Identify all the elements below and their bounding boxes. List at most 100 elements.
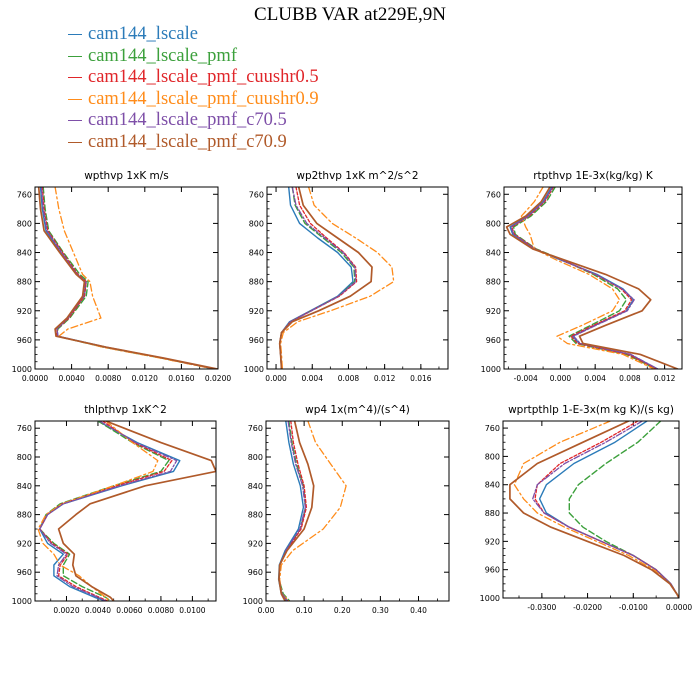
y-tick-label: 800 (249, 219, 264, 228)
y-tick-label: 880 (486, 278, 501, 287)
series-line (39, 421, 178, 601)
legend-swatch (68, 141, 82, 143)
y-tick-label: 840 (248, 482, 263, 491)
x-tick-label: 0.000 (265, 374, 287, 383)
series-line (41, 187, 216, 369)
x-tick-label: 0.0000 (22, 374, 48, 383)
plot-frame (34, 420, 217, 602)
y-tick-label: 1000 (12, 365, 32, 374)
series-line (279, 187, 356, 369)
legend-label: cam144_lscale_pmf_c70.5 (88, 110, 287, 131)
y-tick-label: 800 (17, 219, 32, 228)
y-tick-label: 880 (17, 278, 32, 287)
series-line (279, 187, 357, 369)
legend-label: cam144_lscale_pmf_cuushr0.5 (88, 67, 319, 88)
y-tick-label: 760 (485, 424, 500, 433)
y-tick-label: 1000 (480, 594, 500, 603)
x-tick-label: -0.004 (514, 374, 538, 383)
chart-panel: wpthvp 1xK m/s76080084088092096010000.00… (12, 170, 232, 383)
panel-title: wpthvp 1xK m/s (84, 170, 169, 182)
panel-title: thlpthvp 1xK^2 (84, 404, 167, 416)
series-line (39, 421, 173, 601)
legend-entry: cam144_lscale_pmf (68, 46, 319, 68)
x-tick-label: 0.0200 (205, 374, 231, 383)
chart-panel: wp2thvp 1xK m^2/s^2 760 800 840 880 920 960 100… (244, 170, 449, 383)
plot-frame (34, 186, 219, 370)
x-tick-label: 0.004 (584, 374, 606, 383)
chart-panel: rtpthvp 1E-3x(kg/kg) K 760 800 840 880 920 960… (481, 170, 683, 383)
x-tick-label: 0.30 (372, 606, 389, 615)
x-tick-label: 0.0000 (666, 603, 692, 612)
series-line (40, 187, 216, 369)
x-tick-label: 0.0100 (179, 606, 205, 615)
y-tick-label: 880 (485, 509, 500, 518)
x-tick-label: 0.00 (258, 606, 275, 615)
x-tick-label: 0.0020 (53, 606, 79, 615)
legend: cam144_lscale cam144_lscale_pmf cam144_l… (68, 24, 319, 153)
series-line (278, 421, 315, 601)
y-tick-label: 880 (249, 278, 264, 287)
series-line (42, 187, 216, 369)
series-line (505, 187, 679, 369)
legend-entry: cam144_lscale_pmf_cuushr0.9 (68, 89, 319, 111)
y-tick-label: 920 (486, 307, 501, 316)
plot-frame (502, 420, 680, 599)
y-tick-label: 840 (17, 482, 32, 491)
panel-title: wp4 1x(m^4)/(s^4) (305, 404, 410, 416)
x-tick-label: -0.0100 (619, 603, 648, 612)
x-tick-label: 0.000 (550, 374, 572, 383)
x-tick-label: 0.0060 (116, 606, 142, 615)
legend-swatch (68, 98, 82, 100)
x-tick-label: 0.0080 (148, 606, 174, 615)
series-group (37, 421, 216, 601)
x-tick-label: 0.016 (410, 374, 432, 383)
series-line (39, 187, 217, 369)
x-tick-label: 0.10 (296, 606, 313, 615)
y-tick-label: 800 (485, 452, 500, 461)
series-line (37, 421, 159, 601)
legend-swatch (68, 77, 82, 79)
x-tick-label: 0.0160 (168, 374, 194, 383)
y-tick-label: 960 (486, 336, 501, 345)
y-tick-label: 920 (248, 539, 263, 548)
y-tick-label: 960 (249, 336, 264, 345)
y-tick-label: 1000 (481, 365, 501, 374)
y-tick-label: 920 (249, 307, 264, 316)
legend-swatch (68, 34, 82, 36)
series-line (277, 421, 305, 601)
y-tick-label: 840 (249, 249, 264, 258)
series-line (278, 187, 373, 369)
plot-frame (266, 186, 449, 370)
panel-title: rtpthvp 1E-3x(kg/kg) K (533, 170, 654, 182)
y-tick-label: 840 (486, 249, 501, 258)
legend-entry: cam144_lscale_pmf_cuushr0.5 (68, 67, 319, 89)
series-line (568, 421, 679, 598)
x-tick-label: 0.0040 (85, 606, 111, 615)
legend-swatch (68, 55, 82, 57)
y-tick-label: 960 (17, 336, 32, 345)
series-line (509, 421, 679, 598)
series-line (279, 187, 395, 369)
y-tick-label: 920 (17, 307, 32, 316)
series-line (279, 187, 358, 369)
legend-entry: cam144_lscale_pmf_c70.5 (68, 110, 319, 132)
panel-title: wp2thvp 1xK m^2/s^2 (296, 170, 418, 182)
chart-panel: wprtpthlp 1-E-3x(m kg K)/(s kg) 760 800 840… (480, 404, 693, 612)
x-tick-label: 0.0080 (95, 374, 121, 383)
y-tick-label: 1000 (243, 597, 263, 606)
plot-frame (265, 420, 450, 602)
series-group (37, 187, 218, 369)
y-tick-label: 960 (485, 566, 500, 575)
y-tick-label: 760 (17, 424, 32, 433)
series-line (37, 187, 218, 369)
x-tick-label: 0.0040 (58, 374, 84, 383)
plot-frame (503, 186, 683, 370)
y-tick-label: 920 (485, 537, 500, 546)
legend-entry: cam144_lscale (68, 24, 319, 46)
chart-panel: thlpthvp 1xK^2 760 800 840 880 920 960 1000 0.00… (12, 404, 217, 615)
series-line (279, 187, 354, 369)
y-tick-label: 760 (248, 424, 263, 433)
y-tick-label: 920 (17, 539, 32, 548)
y-tick-label: 760 (249, 190, 264, 199)
